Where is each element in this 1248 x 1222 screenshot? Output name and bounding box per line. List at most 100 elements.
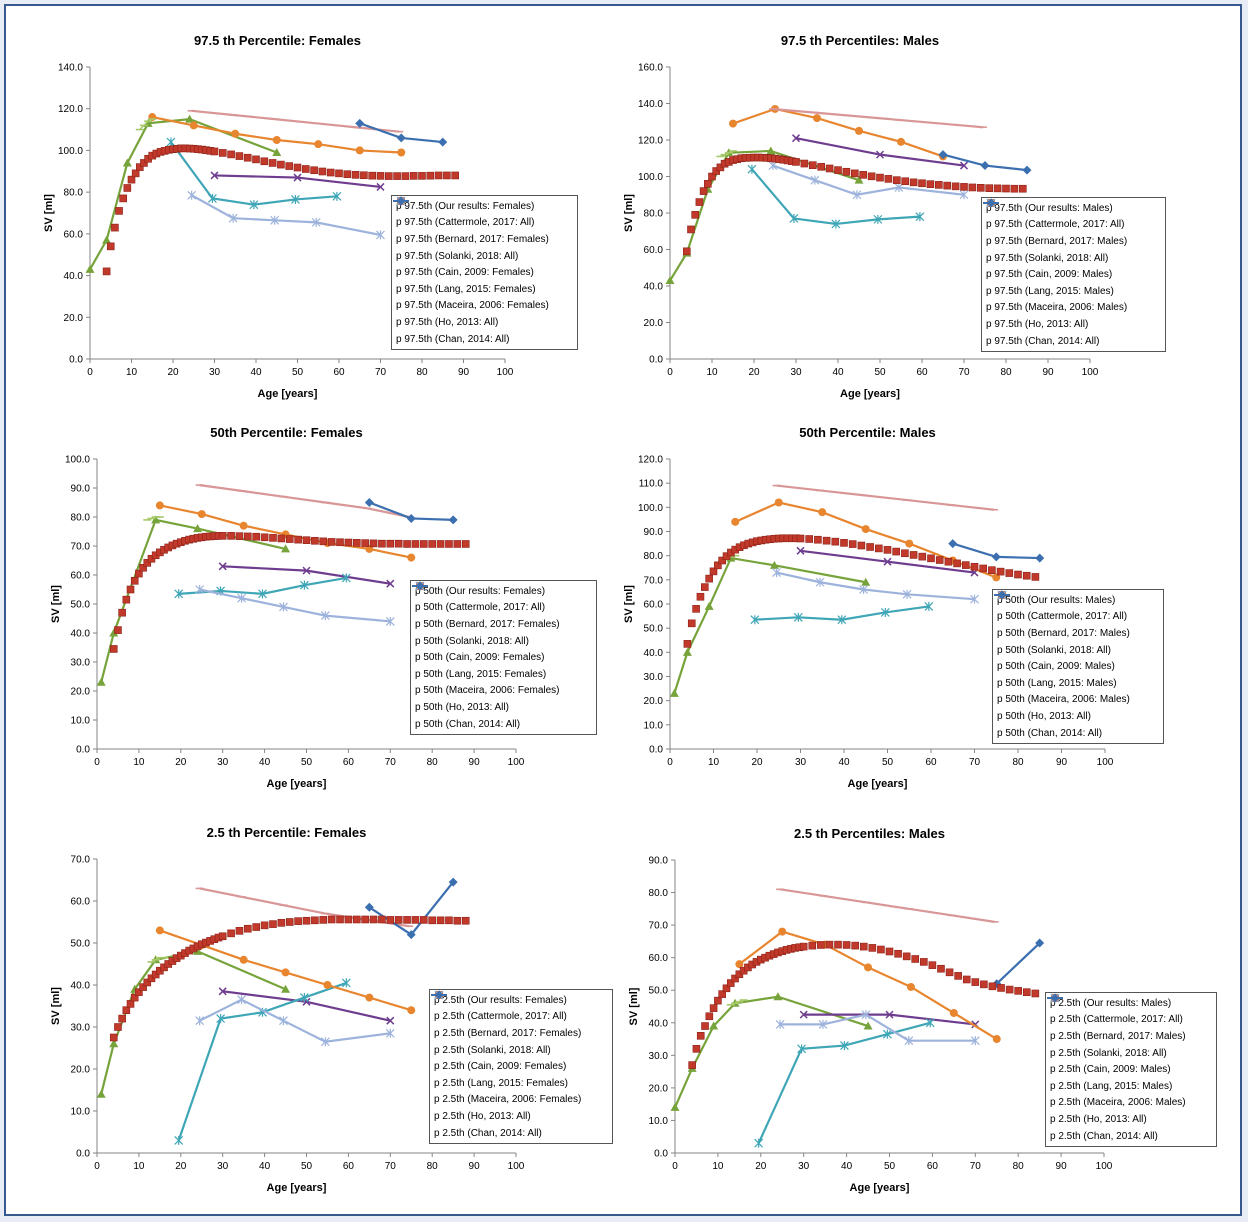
data-point bbox=[747, 164, 757, 174]
data-point bbox=[831, 219, 841, 229]
legend-marker bbox=[1050, 993, 1060, 1003]
data-point bbox=[118, 608, 126, 617]
legend-label: p 50th (Maceira, 2006: Females) bbox=[415, 685, 560, 697]
x-tick-label: 0 bbox=[87, 367, 93, 378]
x-tick-label: 50 bbox=[292, 367, 304, 378]
y-tick-label: 70.0 bbox=[649, 921, 669, 932]
data-point bbox=[320, 611, 330, 621]
data-point bbox=[918, 179, 926, 188]
data-point bbox=[285, 535, 294, 543]
data-point bbox=[754, 1138, 764, 1148]
data-point bbox=[970, 562, 979, 571]
x-tick-label: 60 bbox=[916, 367, 928, 378]
series-8 bbox=[938, 150, 1032, 175]
legend-label: p 97.5th (Our results: Males) bbox=[986, 202, 1113, 214]
legend-label: p 2.5th (Chan, 2014: All) bbox=[1050, 1130, 1158, 1142]
data-point bbox=[805, 535, 814, 543]
series-3 bbox=[166, 137, 342, 210]
data-point bbox=[411, 916, 420, 924]
legend-marker bbox=[396, 196, 406, 206]
data-point bbox=[326, 168, 335, 177]
data-point bbox=[244, 924, 252, 933]
legend-item: p 2.5th (Cattermole, 2017: All) bbox=[1047, 993, 1212, 1029]
x-tick-label: 50 bbox=[874, 367, 886, 378]
data-point bbox=[980, 161, 990, 171]
data-point bbox=[902, 589, 912, 599]
series-8 bbox=[364, 498, 458, 525]
data-point bbox=[130, 993, 139, 1002]
data-point bbox=[825, 940, 834, 949]
series-line bbox=[995, 942, 1041, 985]
data-point bbox=[376, 230, 385, 240]
x-tick-label: 80 bbox=[427, 1161, 439, 1172]
legend-swatch bbox=[994, 590, 1010, 600]
data-point bbox=[258, 589, 267, 599]
legend-item: p 2.5th (Chan, 2014: All) bbox=[431, 990, 608, 1142]
y-tick-label: 0.0 bbox=[76, 745, 90, 756]
x-tick-label: 20 bbox=[175, 1161, 187, 1172]
data-point bbox=[937, 964, 945, 973]
chart-legend: p 97.5th (Our results: Females) p 97.5th … bbox=[391, 195, 578, 351]
data-point bbox=[166, 137, 176, 147]
series-line bbox=[199, 484, 410, 519]
y-tick-label: 0.0 bbox=[654, 1149, 668, 1160]
y-tick-label: 90.0 bbox=[644, 527, 664, 538]
legend-label: p 2.5th (Cain, 2009: Males) bbox=[1050, 1064, 1171, 1076]
data-point bbox=[106, 242, 115, 251]
data-point bbox=[428, 916, 437, 925]
data-point bbox=[915, 212, 925, 222]
series-line bbox=[139, 118, 153, 131]
data-point bbox=[406, 930, 416, 940]
y-tick-label: 40.0 bbox=[644, 648, 664, 659]
y-tick-label: 20.0 bbox=[644, 696, 664, 707]
data-point bbox=[407, 553, 416, 562]
series-1 bbox=[96, 946, 291, 1098]
data-point bbox=[185, 114, 195, 123]
data-point bbox=[708, 172, 716, 181]
series-6 bbox=[187, 109, 404, 133]
data-point bbox=[361, 539, 369, 547]
chart-svg: 50th Percentile: Females 0.0 10.0 20.0 30.0 4… bbox=[50, 425, 525, 790]
series-8 bbox=[355, 118, 448, 147]
data-point bbox=[407, 1006, 416, 1015]
data-point bbox=[341, 978, 351, 988]
y-tick-label: 60.0 bbox=[644, 245, 664, 256]
data-point bbox=[335, 169, 343, 178]
data-point bbox=[385, 1028, 395, 1038]
y-tick-label: 40.0 bbox=[644, 282, 664, 293]
data-point bbox=[696, 592, 705, 601]
data-point bbox=[210, 147, 219, 156]
legend-item: p 2.5th (Bernard, 2017: Males) bbox=[1047, 993, 1212, 1045]
x-tick-label: 30 bbox=[798, 1161, 810, 1172]
y-tick-label: 120.0 bbox=[58, 104, 83, 115]
data-point bbox=[885, 947, 894, 956]
chart-svg: 2.5 th Percentile: Females 0.0 10.0 20.0 30.… bbox=[50, 825, 525, 1194]
data-point bbox=[687, 225, 695, 234]
legend-item: p 2.5th (Chan, 2014: All) bbox=[1047, 993, 1212, 1145]
legend-label: p 2.5th (Maceira, 2006: Females) bbox=[434, 1094, 582, 1106]
data-point bbox=[954, 972, 962, 980]
data-point bbox=[722, 984, 731, 993]
data-point bbox=[351, 171, 360, 179]
legend-label: p 50th (Lang, 2015: Males) bbox=[997, 677, 1117, 689]
data-point bbox=[704, 601, 714, 610]
data-point bbox=[445, 540, 453, 548]
data-point bbox=[122, 595, 131, 604]
legend-item: p 2.5th (Ho, 2013: All) bbox=[1047, 997, 1212, 1128]
data-point bbox=[731, 974, 739, 983]
legend-label: p 50th (Chan, 2014: All) bbox=[997, 727, 1103, 739]
data-point bbox=[119, 194, 127, 203]
y-tick-label: 70.0 bbox=[71, 855, 91, 866]
data-point bbox=[834, 940, 842, 949]
data-point bbox=[135, 569, 143, 578]
y-tick-label: 60.0 bbox=[644, 600, 664, 611]
data-point bbox=[420, 540, 428, 548]
data-point bbox=[996, 567, 1005, 576]
data-point bbox=[227, 150, 235, 159]
data-point bbox=[360, 171, 368, 180]
x-tick-label: 90 bbox=[1056, 757, 1068, 768]
series-3 bbox=[754, 1018, 935, 1148]
figure-frame: 97.5 th Percentile: Females 0.0 20.0 40.0 60… bbox=[4, 4, 1242, 1216]
y-tick-label: 80.0 bbox=[64, 188, 84, 199]
data-point bbox=[831, 537, 840, 546]
